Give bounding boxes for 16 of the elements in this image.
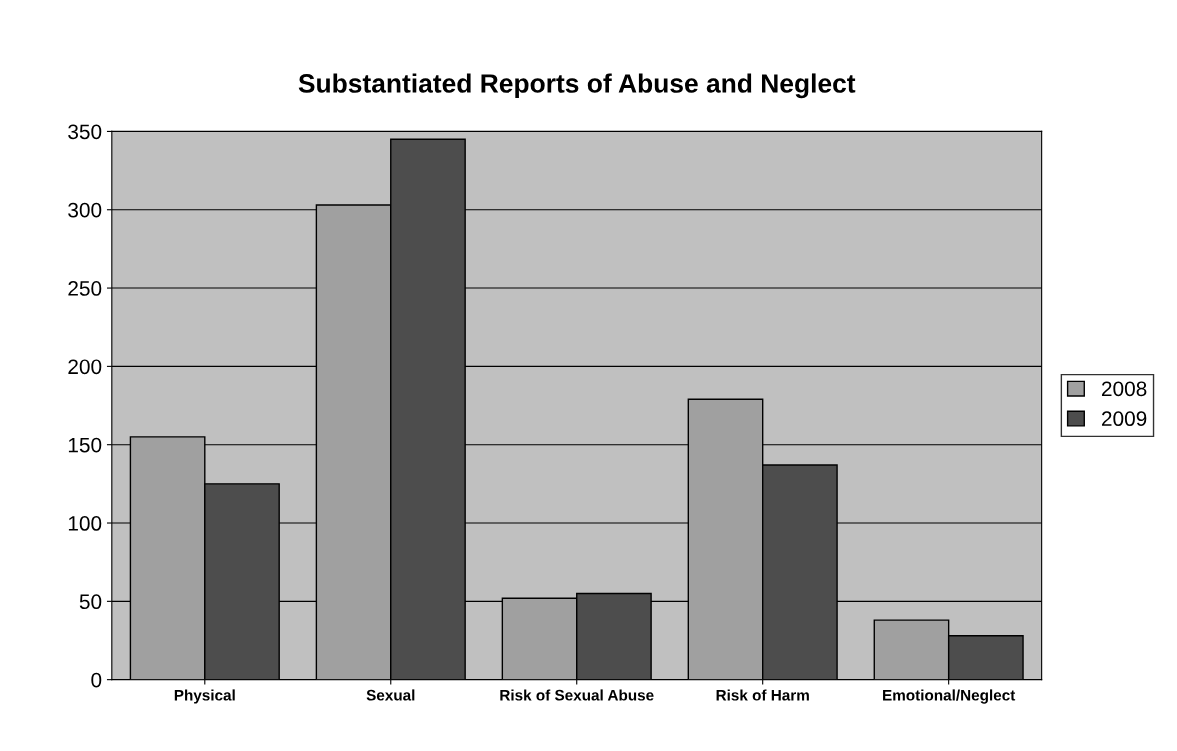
x-tick-label: Risk of Sexual Abuse: [500, 689, 654, 701]
x-tick-label: Sexual: [366, 689, 415, 701]
legend-label: 2008: [1101, 381, 1147, 397]
y-tick-label: 350: [68, 124, 102, 140]
x-tick-label: Physical: [174, 689, 235, 704]
y-tick-label: 150: [68, 437, 102, 453]
x-tick-label: Emotional/Neglect: [883, 689, 1016, 704]
y-tick-label: 100: [68, 516, 102, 531]
chart-title: Substantiated Reports of Abuse and Neglect: [298, 73, 856, 99]
x-tick-label: Risk of Harm: [716, 689, 809, 701]
y-tick-label: 50: [79, 594, 102, 610]
y-tick-label: 200: [68, 359, 102, 375]
y-tick-label: 0: [91, 672, 102, 688]
y-tick-label: 300: [68, 202, 102, 218]
legend-label: 2009: [1101, 411, 1147, 427]
y-tick-label: 250: [68, 281, 102, 296]
